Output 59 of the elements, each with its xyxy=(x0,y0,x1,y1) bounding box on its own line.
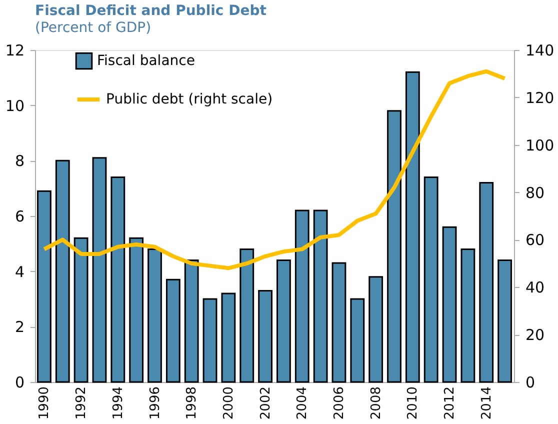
bar xyxy=(110,176,126,383)
y-tick-label: 6 xyxy=(14,208,24,226)
bar xyxy=(387,110,402,383)
y2-tick-label: 120 xyxy=(526,88,554,107)
bar xyxy=(221,292,236,383)
y2-tick-label: 20 xyxy=(526,326,545,344)
bar xyxy=(55,160,70,383)
bar xyxy=(202,298,218,383)
bar xyxy=(442,226,457,383)
x-tick-label: 2010 xyxy=(406,386,421,420)
chart-subtitle: (Percent of GDP) xyxy=(35,20,152,36)
y-tick-label: 0 xyxy=(14,374,24,392)
x-tick-label: 2014 xyxy=(479,386,494,420)
x-tick-label: 2008 xyxy=(368,386,384,420)
bar xyxy=(258,290,272,383)
bar xyxy=(184,260,199,383)
bar xyxy=(37,190,52,383)
y2-tick-label: 80 xyxy=(526,184,545,202)
legend-label: Fiscal balance xyxy=(97,53,195,69)
x-tick-label: 1992 xyxy=(74,386,90,420)
bar xyxy=(148,248,162,383)
y2-tick-label: 0 xyxy=(526,374,536,392)
x-tick-label: 1990 xyxy=(37,386,52,420)
bar xyxy=(479,182,494,383)
bar xyxy=(405,71,420,383)
chart-title: Fiscal Deficit and Public Debt xyxy=(35,3,267,19)
y2-tick-label: 100 xyxy=(526,136,554,154)
x-tick-label: 2000 xyxy=(221,386,236,420)
bar xyxy=(313,210,328,383)
y-tick-label: 8 xyxy=(14,152,24,170)
bar xyxy=(350,298,365,383)
y2-tick-label: 60 xyxy=(526,231,545,250)
x-tick-label: 1994 xyxy=(110,386,126,420)
x-tick-label: 1998 xyxy=(184,386,200,420)
y-tick-label: 2 xyxy=(14,318,24,336)
bar xyxy=(276,260,291,383)
bar xyxy=(92,157,107,383)
y2-tick-label: 140 xyxy=(526,42,554,60)
bar xyxy=(424,176,438,383)
y-tick-label: 10 xyxy=(5,96,24,115)
x-tick-label: 1996 xyxy=(148,386,163,420)
bar xyxy=(240,248,254,383)
bar xyxy=(332,262,346,383)
bar xyxy=(294,210,310,383)
bar xyxy=(460,248,476,383)
y-tick-label: 4 xyxy=(14,262,24,281)
bar xyxy=(368,276,384,383)
x-tick-label: 2006 xyxy=(332,386,347,420)
y-tick-label: 12 xyxy=(5,42,24,60)
y2-tick-label: 40 xyxy=(526,278,545,297)
bar xyxy=(129,237,144,383)
x-tick-label: 2004 xyxy=(295,386,310,420)
bar xyxy=(74,237,88,383)
bar xyxy=(166,278,180,383)
x-tick-label: 2012 xyxy=(442,386,458,420)
line-series xyxy=(42,69,507,270)
x-tick-label: 2002 xyxy=(258,386,274,420)
legend-label: Public debt (right scale) xyxy=(106,92,273,108)
bar xyxy=(498,260,512,383)
